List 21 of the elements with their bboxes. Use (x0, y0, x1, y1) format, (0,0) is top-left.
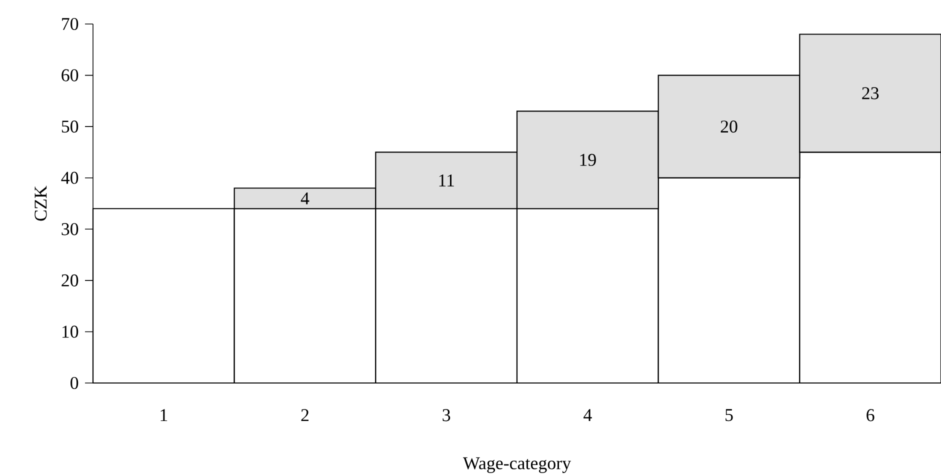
x-axis-title: Wage-category (462, 457, 572, 473)
y-tick-label: 50 (62, 120, 78, 133)
x-tick-label: 2 (301, 409, 309, 422)
y-tick-label: 20 (62, 274, 78, 286)
data-label: 23 (862, 87, 879, 100)
y-tick-label: 10 (62, 326, 78, 338)
x-tick-label: 1 (160, 409, 168, 422)
data-label: 4 (300, 192, 310, 204)
y-tick-label: 70 (62, 18, 78, 30)
data-label: 20 (720, 120, 738, 133)
y-tick-label: 0 (70, 376, 78, 390)
y-axis-title: CZK (34, 186, 47, 221)
data-label: 11 (439, 174, 454, 186)
data-label: 19 (580, 154, 596, 166)
x-tick-label: 5 (726, 409, 733, 422)
x-tick-label: 6 (866, 409, 874, 422)
y-tick-label: 40 (61, 172, 78, 184)
x-tick-label: 3 (442, 409, 450, 422)
y-tick-label: 60 (62, 69, 78, 82)
x-tick-label: 4 (584, 409, 592, 421)
y-tick-label: 30 (62, 223, 78, 236)
